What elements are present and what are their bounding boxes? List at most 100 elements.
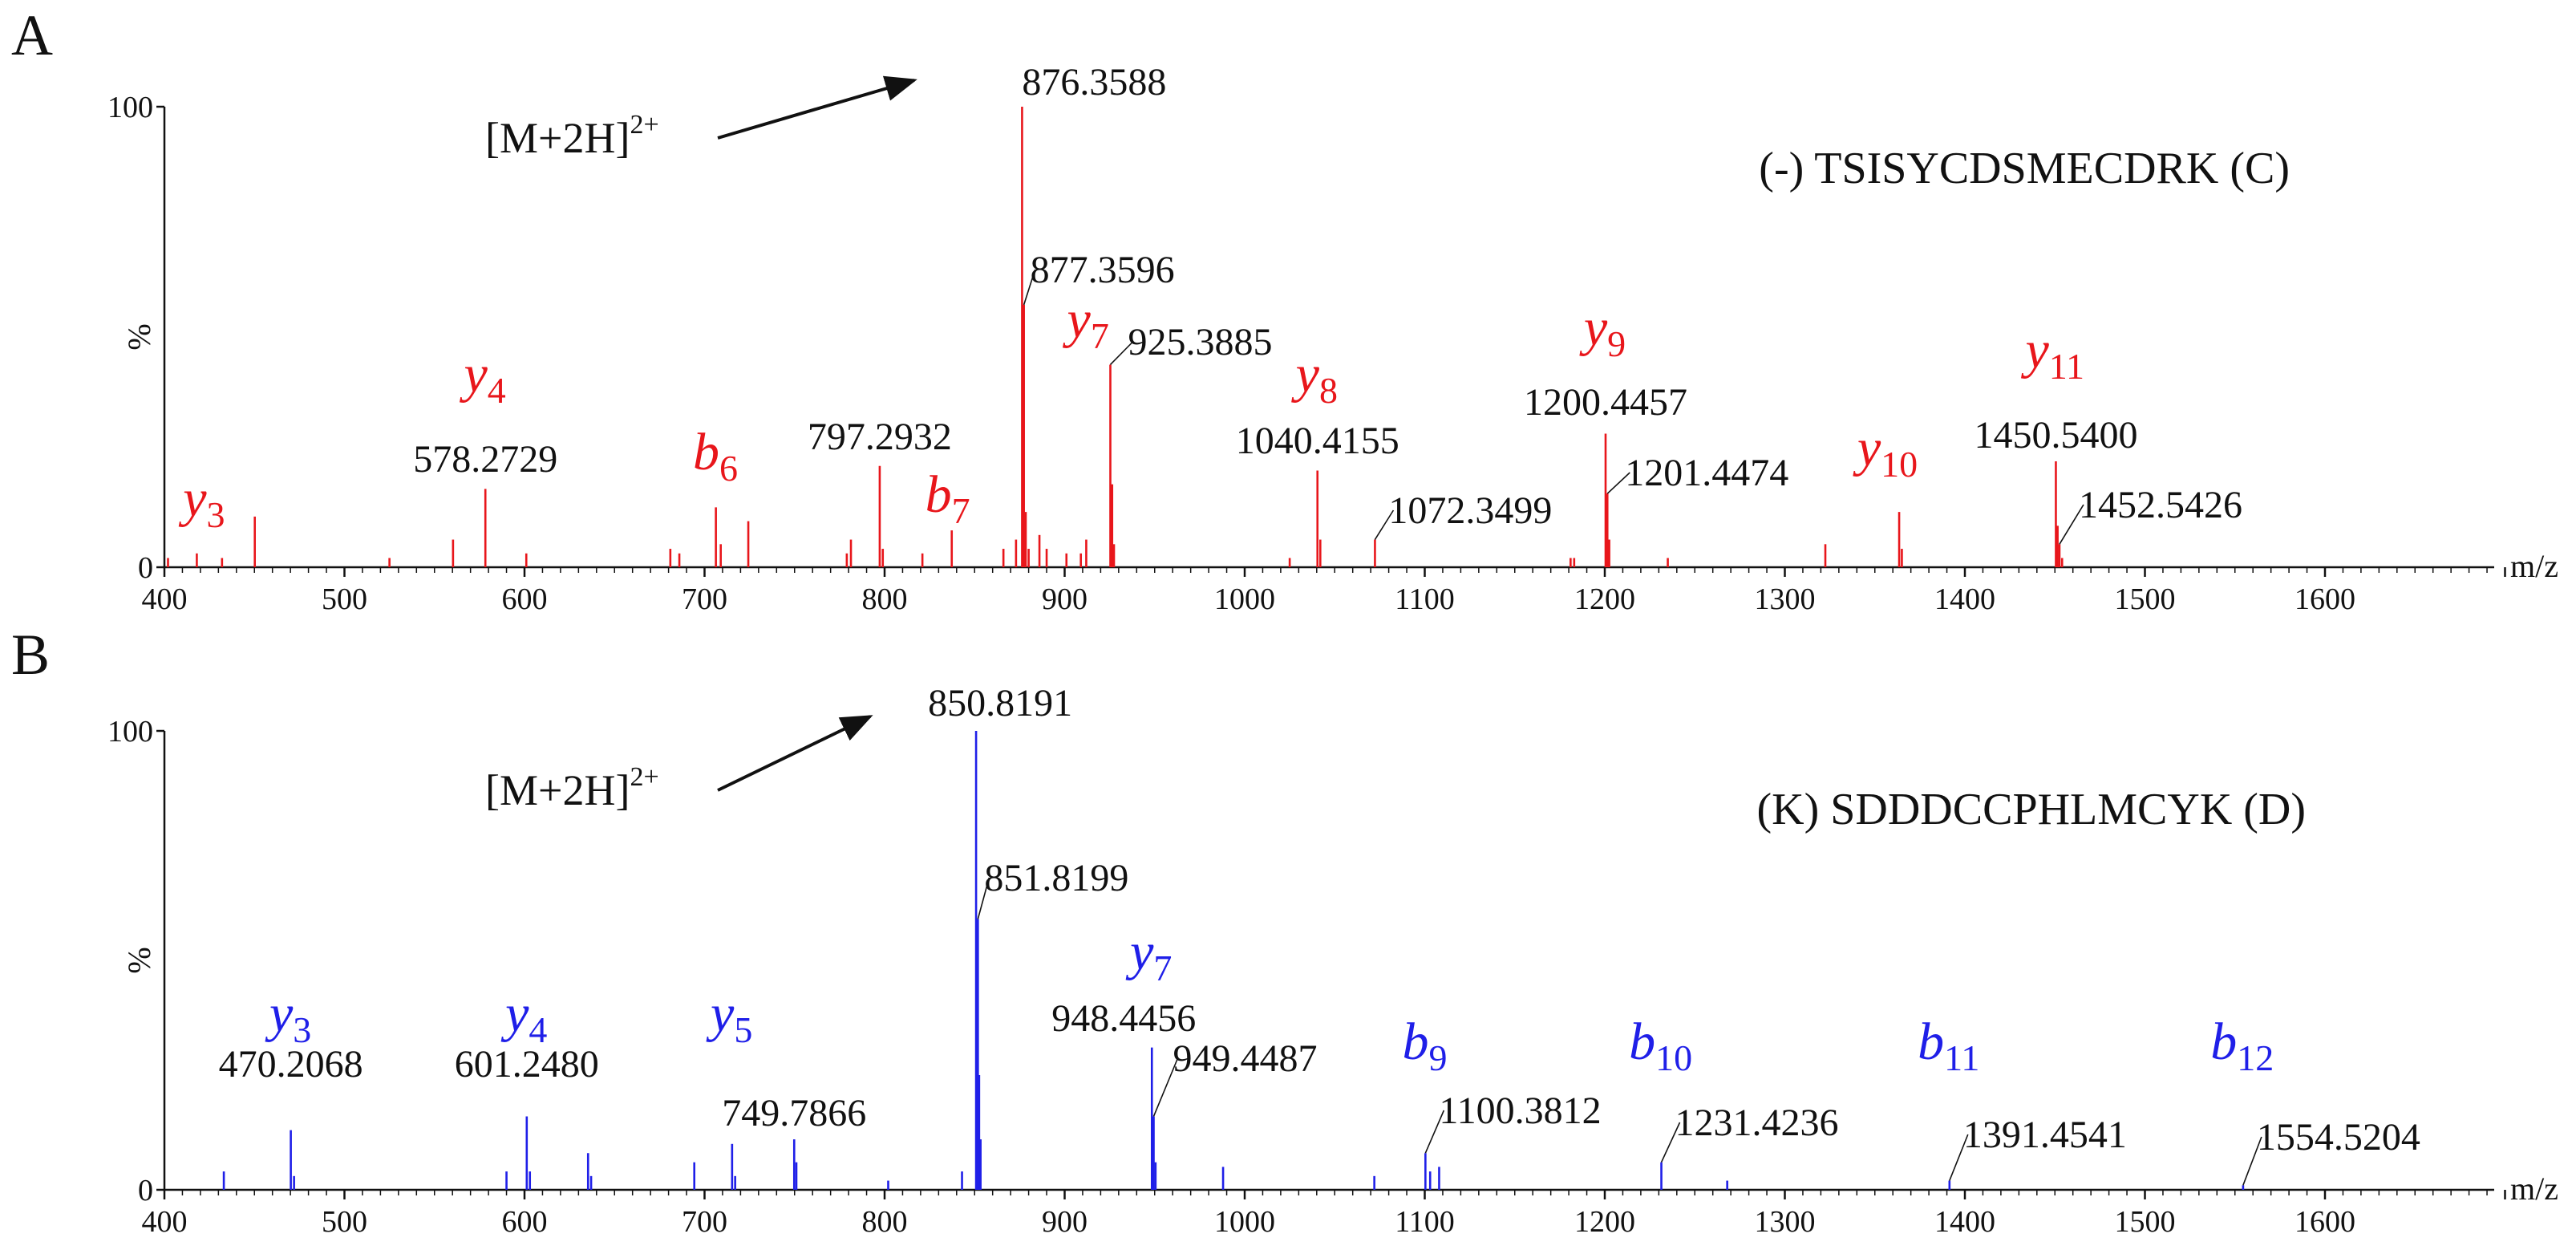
panel-a-peak-label: 1452.5426	[2079, 484, 2242, 526]
ion-letter: y	[459, 345, 488, 404]
ion-subscript: 5	[734, 1009, 752, 1050]
panel-a-y-tick-label: 100	[107, 91, 153, 124]
panel-a-x-tick-label: 1000	[1214, 582, 1275, 616]
panel-a-peak-label: 1450.5400	[1974, 414, 2137, 457]
ion-subscript: 9	[1607, 323, 1626, 364]
panel-a-precursor-label: [M+2H]2+	[485, 110, 659, 162]
panel-a-x-tick-label: 1500	[2115, 582, 2176, 616]
panel-a-x-tick-label: 1600	[2295, 582, 2355, 616]
ion-letter: y	[265, 984, 294, 1043]
panel-a-ion-y11: y11	[2020, 321, 2084, 387]
ion-letter: y	[178, 469, 207, 528]
panel-b-x-tick-label: 1100	[1395, 1205, 1455, 1239]
panel-a-ion-y10: y10	[1853, 419, 1918, 485]
panel-b-leader-line	[977, 877, 990, 919]
panel-a-ion-y3: y3	[178, 469, 225, 535]
panel-b-peak-label: 1554.5204	[2257, 1116, 2420, 1159]
ion-letter: y	[1853, 419, 1881, 477]
panel-a-y-label: %	[121, 323, 157, 350]
ion-subscript: 11	[2049, 346, 2084, 387]
panel-b-x-label: m/z	[2510, 1171, 2558, 1207]
ion-letter: y	[2020, 321, 2049, 379]
panel-a-ion-y9: y9	[1579, 298, 1626, 364]
panel-b-peak-label: 949.4487	[1173, 1037, 1318, 1080]
panel-a-x-tick-label: 1300	[1755, 582, 1816, 616]
panel-b-peak-label: 1231.4236	[1675, 1102, 1839, 1144]
panel-a-ion-y4: y4	[459, 345, 505, 411]
panel-a-x-tick-label: 1200	[1574, 582, 1635, 616]
panel-b-x-tick-label: 1600	[2295, 1205, 2355, 1239]
ion-letter: y	[1125, 923, 1154, 981]
panel-b-leader-line	[2242, 1136, 2262, 1186]
panel-b-x-tick-label: 800	[862, 1205, 908, 1239]
panel-a-peak-label: 925.3885	[1128, 321, 1272, 363]
panel-a-precursor-charge: 2+	[630, 110, 658, 140]
ion-subscript: 10	[1655, 1037, 1692, 1078]
panel-b-leader-line	[1152, 1057, 1179, 1117]
panel-b-x-tick-label: 700	[682, 1205, 727, 1239]
ion-letter: b	[1918, 1013, 1944, 1071]
panel-a-peptide-title: (-) TSISYCDSMECDRK (C)	[1759, 144, 2290, 193]
panel-b-leader-line	[1660, 1122, 1681, 1163]
panel-b-x-tick-label: 1400	[1934, 1205, 1995, 1239]
panel-a-x-tick-label: 1400	[1934, 582, 1995, 616]
panel-b-y-tick-label: 100	[107, 715, 153, 749]
panel-b-leader-line	[1424, 1110, 1445, 1154]
panel-b-x-tick-label: 1000	[1214, 1205, 1275, 1239]
panel-b-ion-b11: b11	[1918, 1013, 1979, 1078]
panel-b-peak-label: 1100.3812	[1439, 1090, 1601, 1132]
panel-b-leader-line	[1949, 1134, 1969, 1181]
panel-b-x-tick-label: 500	[322, 1205, 367, 1239]
panel-a-x-tick-label: 400	[142, 582, 188, 616]
panel-b-peak-label: 851.8199	[984, 857, 1128, 899]
panel-a-peak-label: 1200.4457	[1524, 381, 1687, 424]
panel-b-peptide-title: (K) SDDDCCPHLMCYK (D)	[1757, 785, 2306, 834]
panel-b-x-tick-label: 400	[142, 1205, 188, 1239]
panel-b-ion-y3: y3	[265, 984, 311, 1050]
ion-subscript: 6	[719, 448, 738, 489]
panel-a-leader-line	[1606, 472, 1630, 494]
panel-a-y-tick-label: 0	[138, 551, 153, 585]
panel-a-peak-label: 1201.4474	[1625, 452, 1788, 494]
panel-b-letter: B	[11, 623, 50, 687]
panel-a-leader-line	[2059, 504, 2084, 545]
panel-a-peak-label: 877.3596	[1031, 249, 1175, 291]
ion-letter: b	[693, 423, 719, 481]
panel-b-x-tick-label: 1200	[1574, 1205, 1635, 1239]
panel-b-x-tick-label: 600	[502, 1205, 548, 1239]
panel-a-peak-label: 1040.4155	[1236, 420, 1399, 462]
ion-subscript: 10	[1881, 444, 1918, 485]
ion-letter: y	[500, 984, 529, 1043]
ion-subscript: 8	[1319, 370, 1338, 411]
ion-letter: y	[1291, 345, 1320, 404]
panel-b-y-label: %	[121, 947, 157, 973]
panel-a-x-tick-label: 600	[502, 582, 548, 616]
ion-letter: y	[1579, 298, 1608, 357]
panel-a-x-tick-label: 700	[682, 582, 727, 616]
panel-a-leader-line	[1109, 341, 1134, 366]
ion-subscript: 7	[952, 490, 970, 531]
panel-a-peak-label: 1072.3499	[1388, 489, 1552, 532]
panel-b-peak-label: 948.4456	[1051, 997, 1196, 1040]
panel-a-leader-line	[1374, 509, 1395, 540]
panel-a-ion-b6: b6	[693, 423, 738, 489]
panel-b-precursor-arrow	[717, 715, 873, 792]
ion-subscript: 7	[1091, 315, 1109, 356]
panel-b-precursor-mz-label: 850.8191	[928, 682, 1072, 724]
ion-letter: y	[706, 984, 735, 1043]
ion-letter: b	[1629, 1013, 1655, 1071]
ion-subscript: 7	[1153, 948, 1172, 988]
panel-b-x-tick-label: 900	[1042, 1205, 1088, 1239]
panel-a-ion-b7: b7	[925, 465, 970, 531]
panel-a-leader-line	[1023, 269, 1036, 306]
panel-b-peak-label: 601.2480	[455, 1043, 599, 1086]
panel-a-x-tick-label: 900	[1042, 582, 1088, 616]
ion-subscript: 4	[488, 370, 506, 411]
panel-b-ion-b9: b9	[1403, 1013, 1448, 1078]
panel-b-y-tick-label: 0	[138, 1174, 153, 1207]
panel-a-letter: A	[11, 3, 53, 67]
ion-subscript: 12	[2237, 1037, 2274, 1078]
panel-a-x-tick-label: 800	[862, 582, 908, 616]
